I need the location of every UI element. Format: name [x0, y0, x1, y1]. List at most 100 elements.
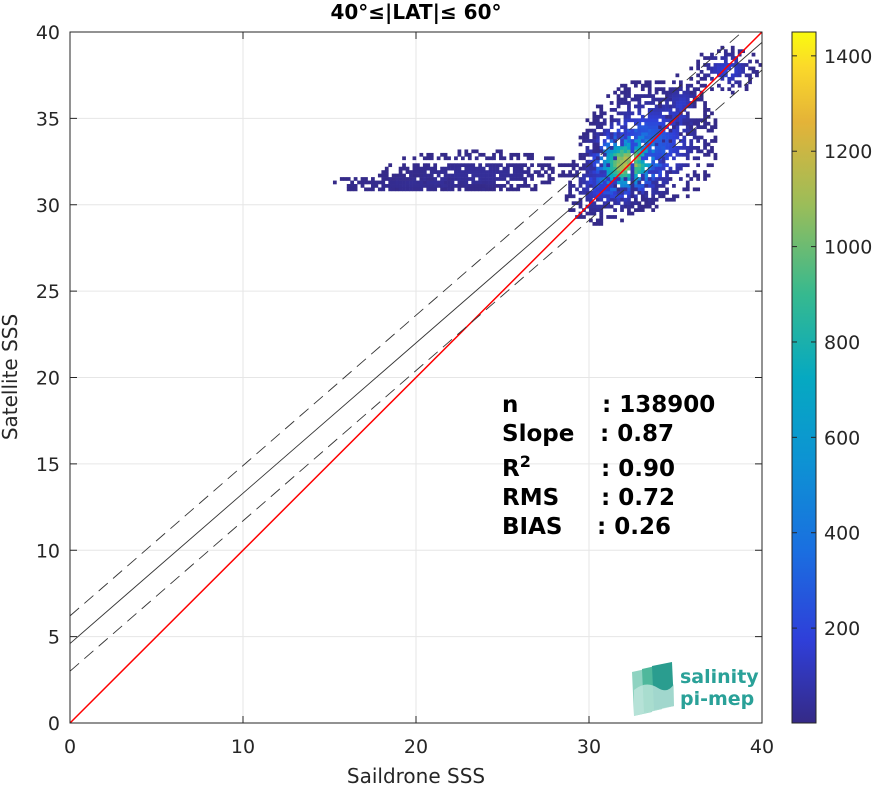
- heatmap-cell: [537, 163, 541, 168]
- heatmap-cell: [668, 97, 673, 102]
- heatmap-cell: [675, 118, 680, 123]
- heatmap-cell: [699, 125, 704, 130]
- heatmap-cell: [440, 152, 444, 157]
- heatmap-cell: [703, 108, 707, 112]
- heatmap-cell: [637, 201, 642, 206]
- heatmap-cell: [651, 118, 656, 123]
- heatmap-cell: [637, 156, 642, 161]
- heatmap-cell: [633, 177, 638, 181]
- heatmap-cell: [668, 152, 673, 157]
- heatmap-cell: [595, 180, 600, 185]
- heatmap-cell: [488, 187, 493, 192]
- heatmap-cell: [592, 184, 597, 188]
- heatmap-cell: [627, 139, 631, 143]
- heatmap-cell: [599, 166, 604, 171]
- heatmap-cell: [447, 177, 451, 181]
- heatmap-cell: [696, 118, 701, 123]
- heatmap-cell: [516, 170, 521, 174]
- heatmap-cell: [672, 184, 676, 188]
- heatmap-cell: [644, 118, 649, 123]
- chart-title: 40°≤|LAT|≤ 60°: [330, 0, 501, 24]
- heatmap-cell: [350, 180, 355, 185]
- heatmap-cell: [699, 76, 704, 81]
- heatmap-cell: [595, 187, 600, 192]
- heatmap-cell: [717, 49, 721, 54]
- heatmap-cell: [589, 170, 593, 174]
- salinity-pi-mep-logo: salinity pi-mep: [632, 662, 759, 716]
- heatmap-cell: [668, 149, 673, 154]
- heatmap-cell: [633, 194, 638, 199]
- heatmap-cell: [613, 146, 617, 150]
- heatmap-cell: [630, 118, 635, 123]
- heatmap-cell: [440, 187, 444, 192]
- heatmap-cell: [595, 156, 600, 161]
- heatmap-cell: [582, 190, 586, 195]
- heatmap-cell: [519, 163, 524, 168]
- heatmap-cell: [609, 177, 614, 181]
- heatmap-cell: [457, 149, 462, 154]
- heatmap-cell: [706, 149, 711, 154]
- heatmap-cell: [710, 66, 714, 71]
- heatmap-cell: [606, 159, 611, 164]
- heatmap-cell: [623, 190, 628, 195]
- heatmap-cell: [696, 121, 701, 126]
- heatmap-cell: [640, 190, 645, 195]
- heatmap-cell: [412, 163, 417, 168]
- heatmap-cell: [613, 173, 617, 178]
- heatmap-cell: [661, 90, 666, 95]
- heatmap-cell: [668, 142, 673, 147]
- heatmap-cell: [599, 121, 604, 126]
- heatmap-cell: [429, 173, 434, 178]
- heatmap-cell: [654, 125, 659, 130]
- stat-label: Slope: [502, 421, 574, 447]
- heatmap-cell: [457, 177, 462, 181]
- heatmap-cell: [499, 156, 503, 161]
- heatmap-cell: [689, 132, 694, 136]
- heatmap-cell: [416, 180, 420, 185]
- heatmap-cell: [578, 177, 583, 181]
- heatmap-cell: [640, 163, 645, 168]
- heatmap-cell: [502, 166, 507, 171]
- heatmap-cell: [713, 56, 718, 60]
- heatmap-cell: [623, 87, 628, 92]
- heatmap-cell: [685, 163, 690, 168]
- heatmap-cell: [627, 87, 631, 92]
- logo-line1: salinity: [680, 666, 759, 688]
- heatmap-cell: [609, 139, 614, 143]
- heatmap-cell: [592, 222, 597, 226]
- heatmap-cell: [654, 163, 659, 168]
- x-tick-label: 0: [64, 736, 76, 758]
- heatmap-cell: [672, 97, 676, 102]
- heatmap-cell: [613, 156, 617, 161]
- heatmap-cell: [398, 166, 403, 171]
- heatmap-cell: [647, 90, 652, 95]
- colorbar-ticks: 200 400 600 800 1000 1200 1400: [792, 46, 872, 640]
- heatmap-cell: [640, 104, 645, 109]
- heatmap-cell: [748, 73, 752, 78]
- heatmap-cell: [703, 146, 707, 150]
- heatmap-cell: [630, 139, 635, 143]
- heatmap-cell: [599, 149, 604, 154]
- y-tick-label: 30: [36, 195, 60, 217]
- heatmap-cell: [433, 166, 438, 171]
- heatmap-cell: [422, 173, 427, 178]
- heatmap-cell: [561, 170, 566, 174]
- heatmap-cell: [720, 56, 725, 60]
- heatmap-cell: [672, 142, 676, 147]
- regression-line: [70, 42, 762, 644]
- heatmap-cell: [595, 177, 600, 181]
- heatmap-cell: [575, 163, 579, 168]
- heatmap-cell: [592, 173, 597, 178]
- heatmap-cell: [533, 184, 538, 188]
- heatmap-cell: [381, 187, 386, 192]
- heatmap-cell: [613, 142, 617, 147]
- heatmap-cell: [550, 177, 555, 181]
- heatmap-cell: [623, 146, 628, 150]
- heatmap-cell: [675, 125, 680, 130]
- heatmap-cell: [547, 177, 552, 181]
- heatmap-cell: [495, 163, 500, 168]
- heatmap-cell: [429, 166, 434, 171]
- heatmap-cell: [689, 139, 694, 143]
- heatmap-cell: [647, 180, 652, 185]
- heatmap-cell: [440, 177, 444, 181]
